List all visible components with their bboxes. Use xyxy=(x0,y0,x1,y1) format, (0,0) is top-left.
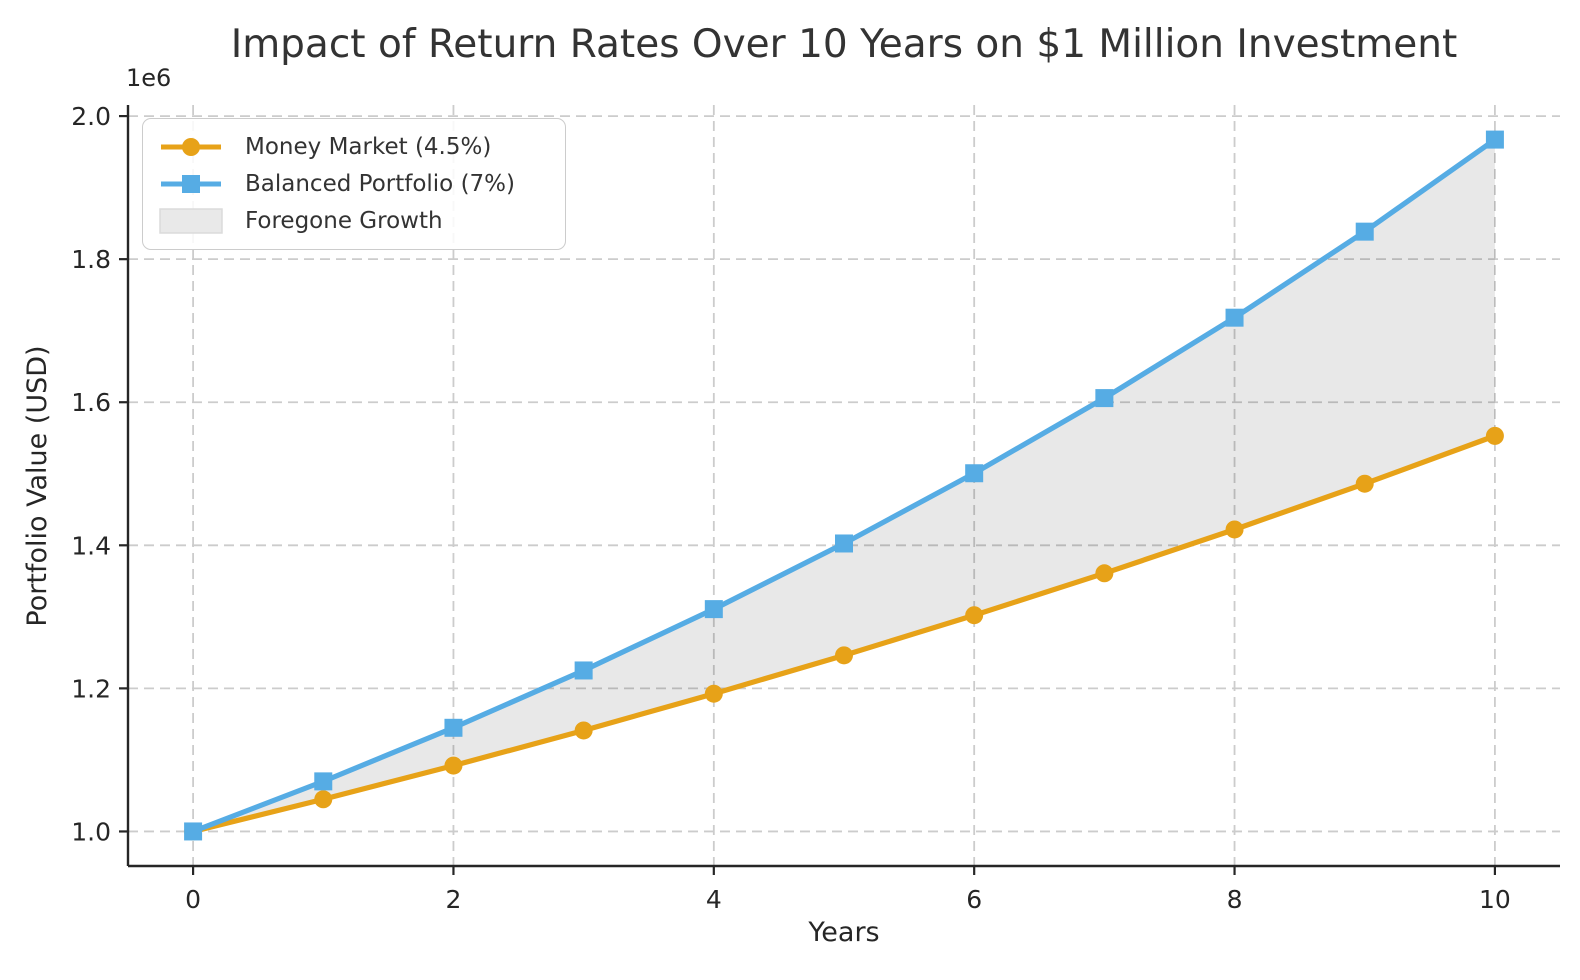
x-tick-label: 2 xyxy=(446,885,462,914)
data-point xyxy=(574,721,593,740)
y-tick-label: 1.4 xyxy=(71,531,111,560)
data-point xyxy=(1485,130,1504,149)
legend-item-money-market: Money Market (4.5%) xyxy=(159,129,549,165)
data-point xyxy=(1225,308,1244,327)
data-point xyxy=(1095,389,1114,408)
x-tick-label: 10 xyxy=(1479,885,1511,914)
data-point xyxy=(1095,564,1114,583)
x-tick-label: 4 xyxy=(706,885,722,914)
data-point xyxy=(574,661,593,680)
chart-title: Impact of Return Rates Over 10 Years on … xyxy=(230,22,1458,67)
legend-label-balanced-portfolio: Balanced Portfolio (7%) xyxy=(245,170,516,197)
data-point xyxy=(314,790,333,809)
tick-labels: 0 2 4 6 8 10 1.0 1.2 1.4 1.6 1.8 2.0 xyxy=(71,102,1511,914)
data-point xyxy=(444,756,463,775)
data-point xyxy=(1225,520,1244,539)
data-point xyxy=(1355,222,1374,241)
data-point xyxy=(965,464,984,483)
x-tick-label: 8 xyxy=(1227,885,1243,914)
legend-item-foregone-growth: Foregone Growth xyxy=(159,203,549,239)
balanced-portfolio-markers xyxy=(184,130,1504,841)
y-tick-label: 1.2 xyxy=(71,674,111,703)
data-point xyxy=(444,718,463,737)
legend-item-balanced-portfolio: Balanced Portfolio (7%) xyxy=(159,166,549,202)
data-point xyxy=(965,606,984,625)
legend-label-money-market: Money Market (4.5%) xyxy=(245,134,492,161)
legend-label-foregone-growth: Foregone Growth xyxy=(245,207,443,234)
y-axis-label: Portfolio Value (USD) xyxy=(22,345,53,627)
y-tick-label: 1.8 xyxy=(71,245,111,274)
data-point xyxy=(835,646,853,665)
tick-marks xyxy=(119,114,1497,875)
data-point xyxy=(704,600,723,619)
foregone-growth-patch-icon xyxy=(159,207,223,234)
foregone-growth-area xyxy=(193,139,1495,832)
x-tick-label: 6 xyxy=(966,885,982,914)
y-axis-offset-label: 1e6 xyxy=(126,64,172,92)
x-axis-label: Years xyxy=(808,917,880,948)
y-tick-label: 1.0 xyxy=(71,817,111,846)
data-point xyxy=(704,684,723,703)
data-point xyxy=(1485,426,1504,445)
y-tick-label: 1.6 xyxy=(71,388,111,417)
legend: Money Market (4.5%) Balanced Portfolio (… xyxy=(142,118,566,250)
data-point xyxy=(835,534,853,553)
balanced-portfolio-line-icon xyxy=(161,174,221,193)
money-market-markers xyxy=(184,426,1504,841)
y-tick-label: 2.0 xyxy=(71,102,111,131)
axes-spines xyxy=(126,105,1560,868)
money-market-line-icon xyxy=(161,138,221,157)
x-tick-label: 0 xyxy=(185,885,201,914)
data-point xyxy=(314,772,333,791)
data-point xyxy=(184,822,203,841)
data-point xyxy=(1355,474,1374,493)
